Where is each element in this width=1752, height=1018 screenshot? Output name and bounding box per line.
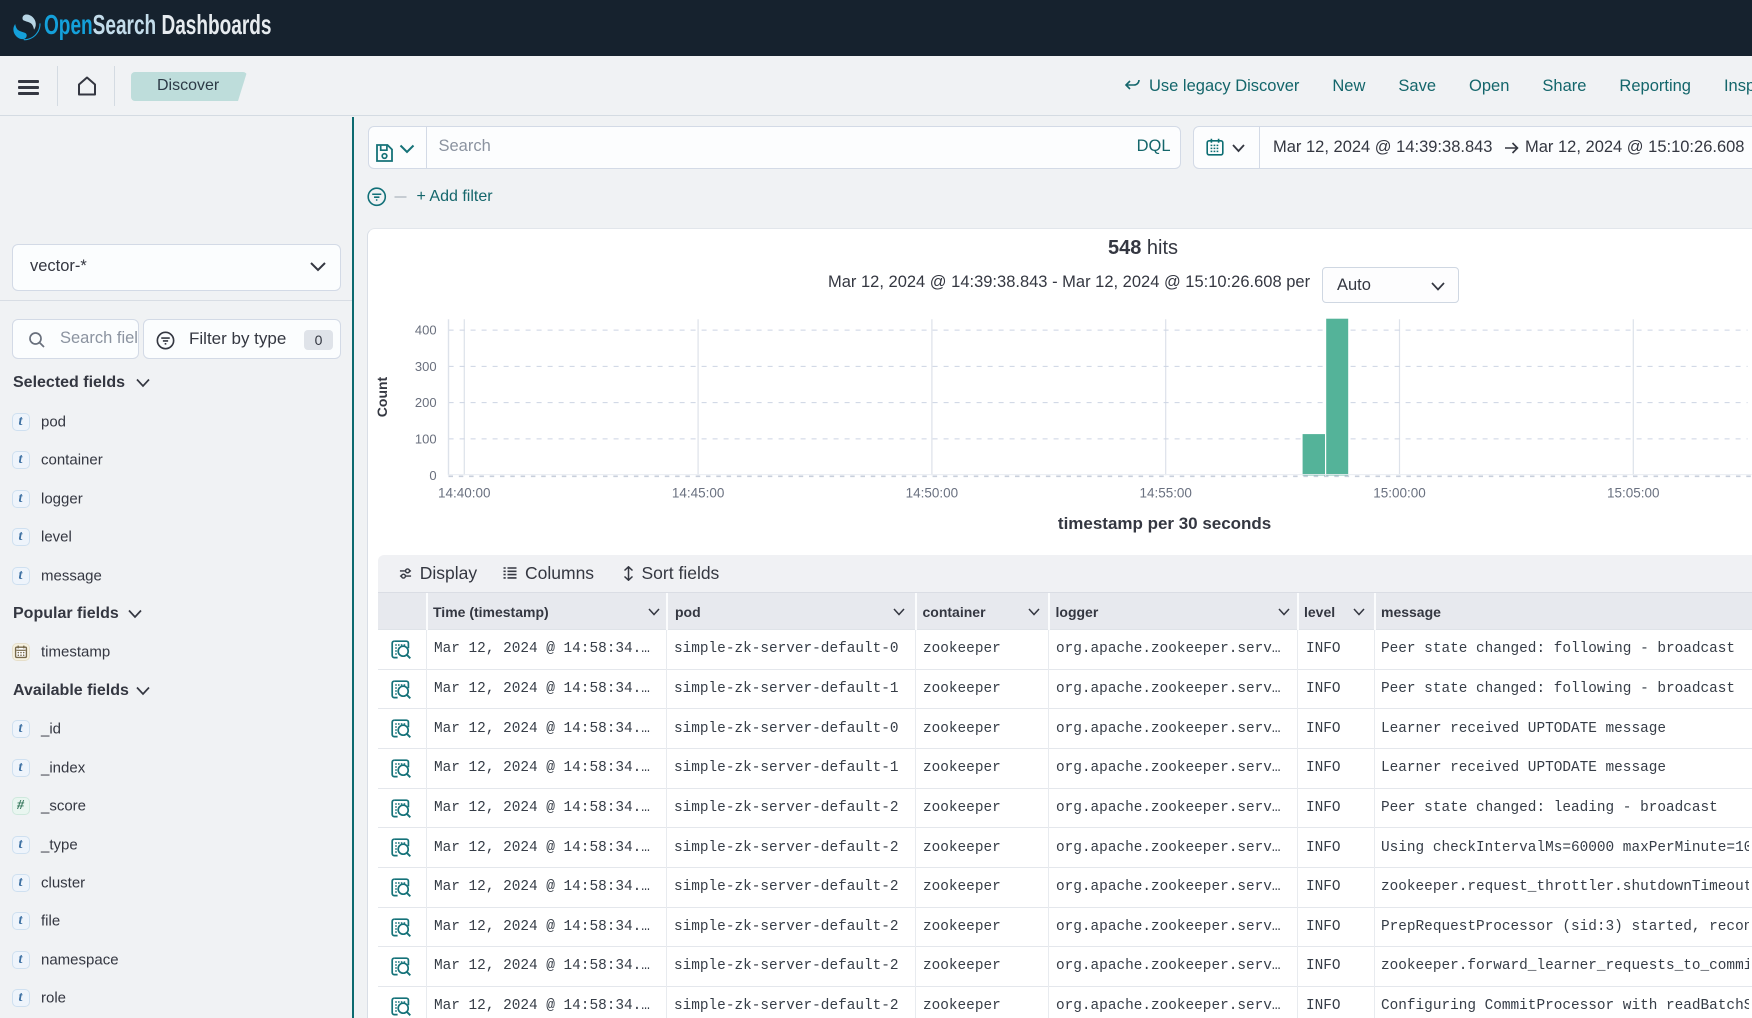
svg-text:15:05:00: 15:05:00 — [1607, 485, 1660, 500]
svg-text:14:45:00: 14:45:00 — [672, 485, 725, 500]
svg-text:300: 300 — [415, 359, 437, 374]
svg-text:14:50:00: 14:50:00 — [906, 485, 959, 500]
svg-text:timestamp per 30 seconds: timestamp per 30 seconds — [1058, 514, 1271, 533]
svg-text:100: 100 — [415, 431, 437, 446]
svg-text:14:55:00: 14:55:00 — [1140, 485, 1193, 500]
svg-text:Count: Count — [374, 376, 390, 417]
svg-text:14:40:00: 14:40:00 — [438, 485, 491, 500]
svg-text:400: 400 — [415, 323, 437, 338]
svg-text:15:00:00: 15:00:00 — [1374, 485, 1427, 500]
svg-text:200: 200 — [415, 395, 437, 410]
svg-text:0: 0 — [430, 468, 437, 483]
